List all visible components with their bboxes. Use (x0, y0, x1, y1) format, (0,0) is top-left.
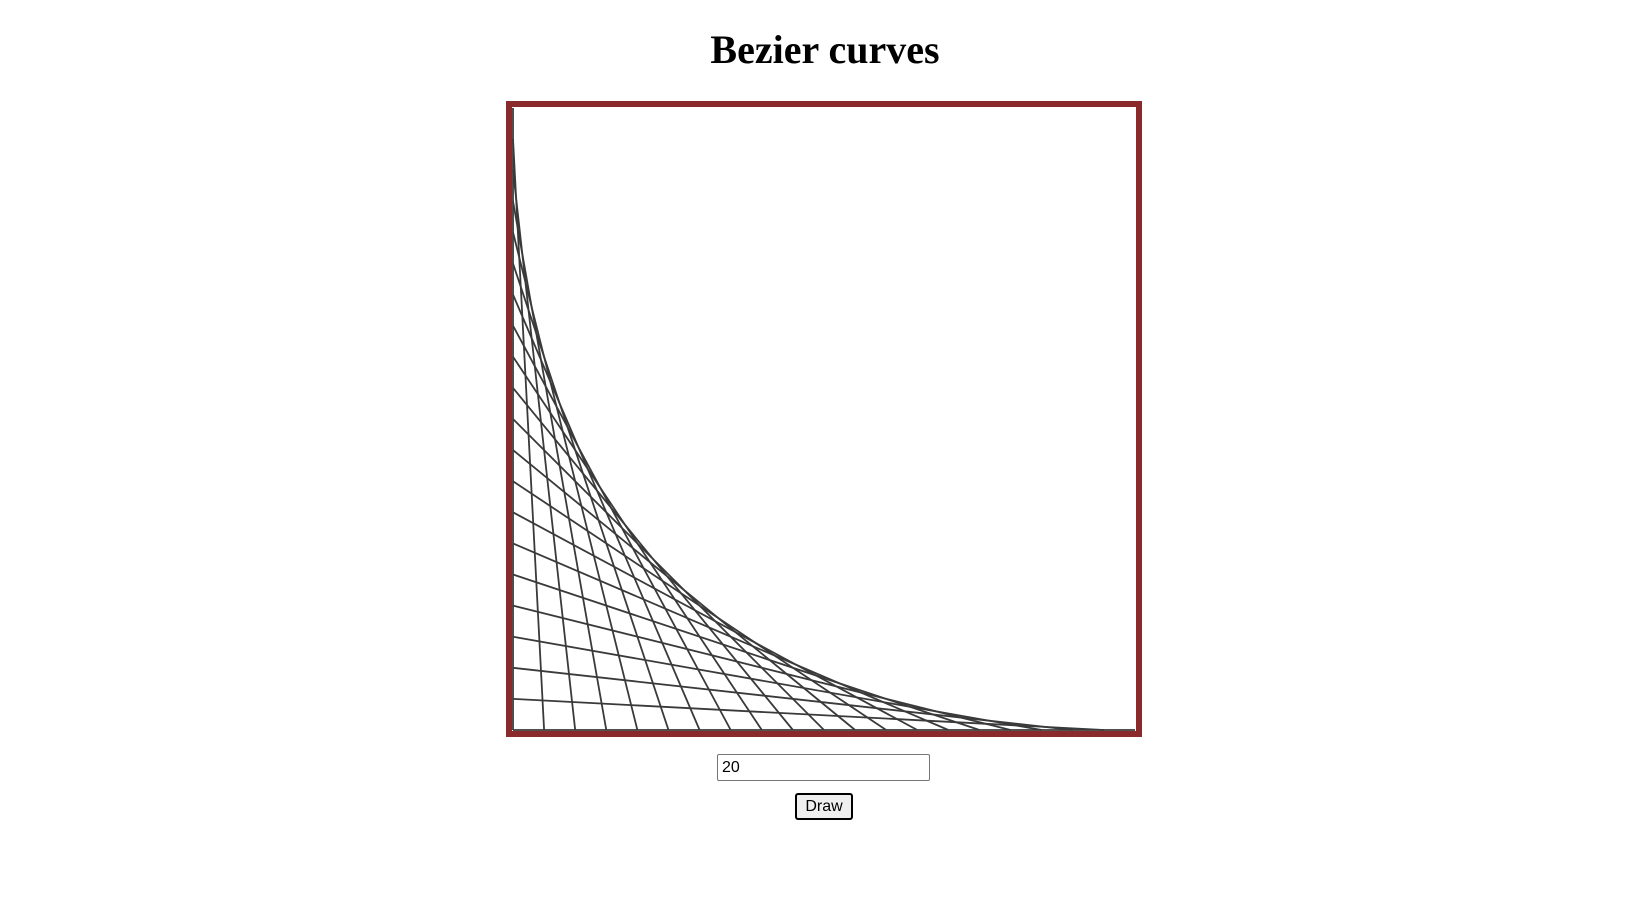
construction-line (512, 635, 1042, 731)
bezier-canvas-svg (512, 108, 1135, 731)
construction-line (512, 542, 949, 731)
line-count-input[interactable] (717, 754, 930, 781)
construction-line (512, 698, 1104, 731)
page-title: Bezier curves (710, 27, 940, 72)
construction-line (512, 511, 918, 731)
construction-line (512, 418, 825, 731)
drawing-canvas[interactable] (506, 101, 1142, 737)
construction-line (512, 480, 887, 731)
draw-button[interactable]: Draw (795, 793, 853, 820)
construction-line (512, 449, 856, 731)
construction-line (512, 666, 1073, 731)
construction-line (512, 573, 980, 731)
